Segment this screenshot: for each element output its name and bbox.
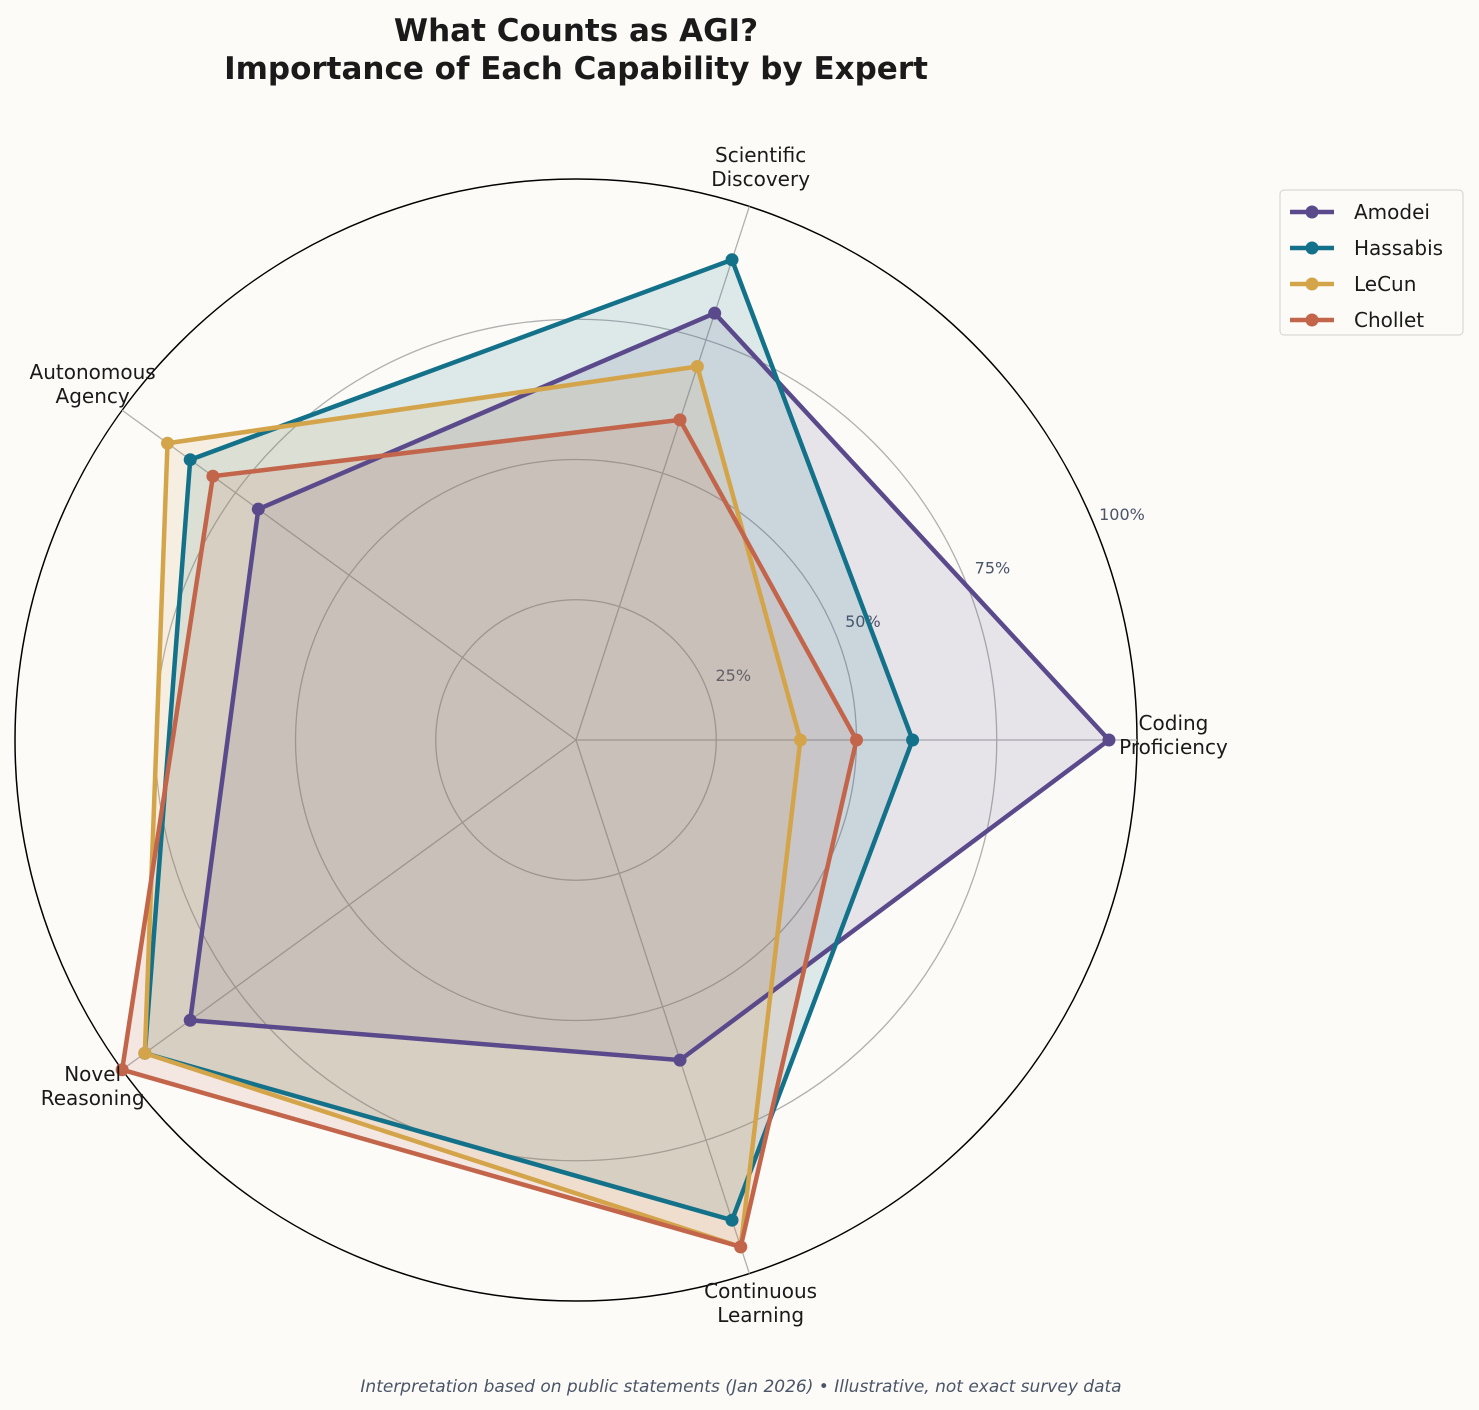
axis-label: Continuous Learning bbox=[704, 1279, 817, 1327]
chart-title-line1: What Counts as AGI? bbox=[394, 13, 758, 49]
series-line-chollet bbox=[119, 417, 859, 1250]
legend-label: Hassabis bbox=[1354, 236, 1443, 260]
axis-label-line: Continuous bbox=[704, 1279, 817, 1303]
data-point-hassabis bbox=[725, 1213, 739, 1227]
data-point-lecun bbox=[161, 436, 175, 450]
data-point-amodei bbox=[708, 306, 722, 320]
data-point-amodei bbox=[251, 502, 265, 516]
data-point-lecun bbox=[793, 733, 807, 747]
data-point-chollet bbox=[206, 469, 220, 483]
spoke-line bbox=[121, 739, 577, 1071]
radar-series bbox=[115, 253, 1116, 1254]
data-point-amodei bbox=[183, 1013, 197, 1027]
legend-marker bbox=[1305, 205, 1319, 219]
data-point-amodei bbox=[1102, 733, 1116, 747]
legend: Amodei Hassabis LeCun Chollet bbox=[1279, 189, 1464, 336]
axis-label-line: Scientific bbox=[715, 143, 806, 167]
radial-tick-label: 75% bbox=[975, 559, 1011, 578]
data-point-lecun bbox=[138, 1046, 152, 1060]
series-line-lecun bbox=[142, 364, 803, 1250]
axis-label: Scientific Discovery bbox=[711, 143, 810, 191]
axis-label-line: Autonomous bbox=[30, 360, 156, 384]
series-fill-chollet bbox=[122, 419, 857, 1247]
axis-label-line: Learning bbox=[717, 1303, 804, 1327]
axis-label: Autonomous Agency bbox=[30, 360, 156, 408]
legend-label: Chollet bbox=[1354, 308, 1424, 332]
axis-label-line: Agency bbox=[56, 384, 130, 408]
radial-tick-label: 25% bbox=[716, 666, 752, 685]
radial-tick-label: 100% bbox=[1099, 505, 1145, 524]
spoke-line bbox=[121, 409, 577, 741]
data-point-hassabis bbox=[906, 733, 920, 747]
legend-label: Amodei bbox=[1354, 200, 1430, 224]
axis-label-line: Proficiency bbox=[1119, 735, 1228, 759]
data-point-hassabis bbox=[725, 253, 739, 267]
series-fill-amodei bbox=[190, 313, 1109, 1061]
legend-box bbox=[1279, 189, 1464, 336]
data-point-hassabis bbox=[183, 453, 197, 467]
axis-label: Coding Proficiency bbox=[1119, 711, 1228, 759]
axis-label-line: Novel bbox=[64, 1062, 121, 1086]
footnote: Interpretation based on public statement… bbox=[360, 1377, 1121, 1397]
series-fill-hassabis bbox=[144, 259, 913, 1221]
data-point-lecun bbox=[690, 360, 704, 374]
axis-label: Novel Reasoning bbox=[41, 1062, 145, 1110]
spoke-line bbox=[575, 206, 750, 741]
data-point-amodei bbox=[673, 1053, 687, 1067]
data-point-chollet bbox=[673, 413, 687, 427]
axis-labels: Coding Proficiency Scientific Discovery Auto… bbox=[30, 143, 1228, 1327]
legend-marker bbox=[1305, 313, 1319, 327]
axis-label-line: Discovery bbox=[711, 167, 810, 191]
series-line-hassabis bbox=[142, 256, 916, 1223]
legend-label: LeCun bbox=[1354, 272, 1416, 296]
legend-marker bbox=[1305, 241, 1319, 255]
chart-title-line2: Importance of Each Capability by Expert bbox=[224, 51, 928, 87]
spoke-line bbox=[575, 739, 750, 1274]
axis-label-line: Reasoning bbox=[41, 1086, 145, 1110]
legend-marker bbox=[1305, 277, 1319, 291]
data-point-chollet bbox=[734, 1240, 748, 1254]
data-point-chollet bbox=[850, 733, 863, 747]
series-fill-lecun bbox=[144, 366, 801, 1247]
data-point-chollet bbox=[115, 1063, 129, 1077]
axis-label-line: Coding bbox=[1139, 711, 1209, 735]
